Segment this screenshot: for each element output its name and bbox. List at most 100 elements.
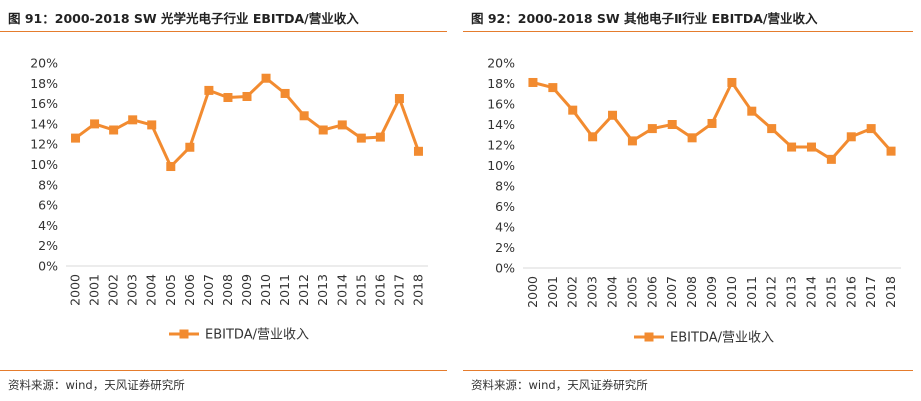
legend-label: EBITDA/营业收入 (205, 328, 309, 343)
y-tick-label: 12% (30, 137, 58, 152)
y-tick-label: 16% (30, 96, 58, 111)
data-point-marker (109, 125, 119, 135)
x-tick-label: 2006 (644, 276, 659, 308)
chart-panel-91: 图 91：2000-2018 SW 光学光电子行业 EBITDA/营业收入 0%… (0, 0, 455, 401)
data-point-marker (185, 142, 195, 152)
y-tick-label: 6% (38, 198, 58, 213)
data-point-marker (627, 136, 637, 146)
x-tick-label: 2011 (744, 276, 759, 308)
x-tick-label: 2010 (724, 276, 739, 308)
x-tick-label: 2000 (525, 276, 540, 308)
x-tick-label: 2009 (704, 276, 719, 308)
x-tick-label: 2002 (106, 274, 121, 306)
y-tick-label: 14% (30, 116, 58, 131)
data-point-marker (166, 162, 176, 172)
x-tick-label: 2013 (784, 276, 799, 308)
x-tick-label: 2013 (315, 274, 330, 306)
y-tick-label: 20% (30, 56, 58, 71)
x-tick-label: 2009 (239, 274, 254, 306)
x-tick-label: 2016 (372, 274, 387, 306)
data-point-marker (280, 88, 290, 98)
x-tick-label: 2008 (684, 276, 699, 308)
data-point-marker (886, 146, 896, 156)
data-point-marker (128, 115, 138, 125)
y-tick-label: 16% (487, 97, 515, 112)
x-tick-label: 2015 (823, 276, 838, 308)
data-point-marker (806, 142, 816, 152)
y-tick-label: 18% (487, 76, 515, 91)
x-tick-label: 2001 (545, 276, 560, 308)
data-point-marker (548, 83, 558, 93)
y-tick-label: 8% (38, 177, 58, 192)
data-point-marker (767, 124, 777, 134)
x-tick-label: 2004 (144, 274, 159, 306)
data-point-marker (588, 132, 598, 142)
data-point-marker (413, 146, 423, 156)
x-tick-label: 2010 (258, 274, 273, 306)
y-tick-label: 10% (487, 158, 515, 173)
y-tick-label: 0% (38, 259, 58, 274)
x-tick-label: 2002 (565, 276, 580, 308)
x-tick-label: 2003 (125, 274, 140, 306)
legend-label: EBITDA/营业收入 (670, 331, 774, 346)
y-tick-label: 4% (38, 218, 58, 233)
data-point-marker (204, 85, 214, 95)
y-tick-label: 10% (30, 157, 58, 172)
x-tick-label: 2006 (182, 274, 197, 306)
y-tick-label: 8% (495, 179, 515, 194)
data-point-marker (826, 154, 836, 164)
data-point-marker (647, 124, 657, 134)
data-point-marker (223, 93, 233, 103)
data-point-marker (787, 142, 797, 152)
source-note: 资料来源：wind，天风证券研究所 (8, 378, 185, 392)
line-chart-91: 0% 2% 4% 6% 8% 10% 12% 14% 16% 18% 20% 2000 2001 2002… (30, 56, 428, 343)
data-point-marker (866, 124, 876, 134)
data-point-marker (71, 133, 81, 143)
data-point-marker (337, 120, 347, 130)
source-note: 资料来源：wind，天风证券研究所 (471, 378, 648, 392)
data-point-marker (375, 132, 385, 142)
y-tick-label: 14% (487, 117, 515, 132)
data-point-marker (667, 120, 677, 129)
x-tick-label: 2018 (410, 274, 425, 306)
y-tick-label: 4% (495, 220, 515, 235)
chart-panel-92: 图 92：2000-2018 SW 其他电子Ⅱ行业 EBITDA/营业收入 0%… (463, 0, 921, 401)
x-tick-label: 2016 (843, 276, 858, 308)
title-rule (0, 31, 447, 32)
data-point-marker (528, 77, 538, 87)
y-tick-label: 2% (38, 238, 58, 253)
x-tick-label: 2007 (201, 274, 216, 306)
x-tick-label: 2014 (803, 276, 818, 308)
data-point-marker (846, 132, 856, 142)
x-tick-label: 2005 (624, 276, 639, 308)
x-tick-label: 2007 (664, 276, 679, 308)
x-tick-label: 2000 (68, 274, 83, 306)
figure-title: 图 92：2000-2018 SW 其他电子Ⅱ行业 EBITDA/营业收入 (471, 11, 818, 26)
y-tick-label: 12% (487, 138, 515, 153)
data-point-marker (727, 77, 737, 87)
data-point-marker (261, 73, 271, 83)
x-tick-label: 2018 (883, 276, 898, 308)
figure-title: 图 91：2000-2018 SW 光学光电子行业 EBITDA/营业收入 (8, 11, 359, 26)
data-point-marker (568, 105, 578, 115)
y-tick-label: 2% (495, 240, 515, 255)
data-point-marker (608, 110, 618, 120)
data-point-marker (356, 133, 366, 143)
x-tick-label: 2004 (605, 276, 620, 308)
data-point-marker (318, 125, 328, 135)
data-point-marker (687, 133, 697, 143)
x-tick-label: 2012 (764, 276, 779, 308)
data-point-marker (747, 106, 757, 116)
legend-marker (644, 332, 654, 342)
x-tick-label: 2017 (863, 276, 878, 308)
x-tick-label: 2008 (220, 274, 235, 306)
data-point-marker (394, 94, 404, 104)
y-tick-label: 18% (30, 76, 58, 91)
data-point-marker (90, 119, 100, 129)
data-point-marker (707, 118, 717, 128)
x-tick-label: 2017 (391, 274, 406, 306)
x-tick-label: 2015 (353, 274, 368, 306)
data-point-marker (242, 91, 252, 101)
x-tick-label: 2012 (296, 274, 311, 306)
x-tick-label: 2001 (87, 274, 102, 306)
